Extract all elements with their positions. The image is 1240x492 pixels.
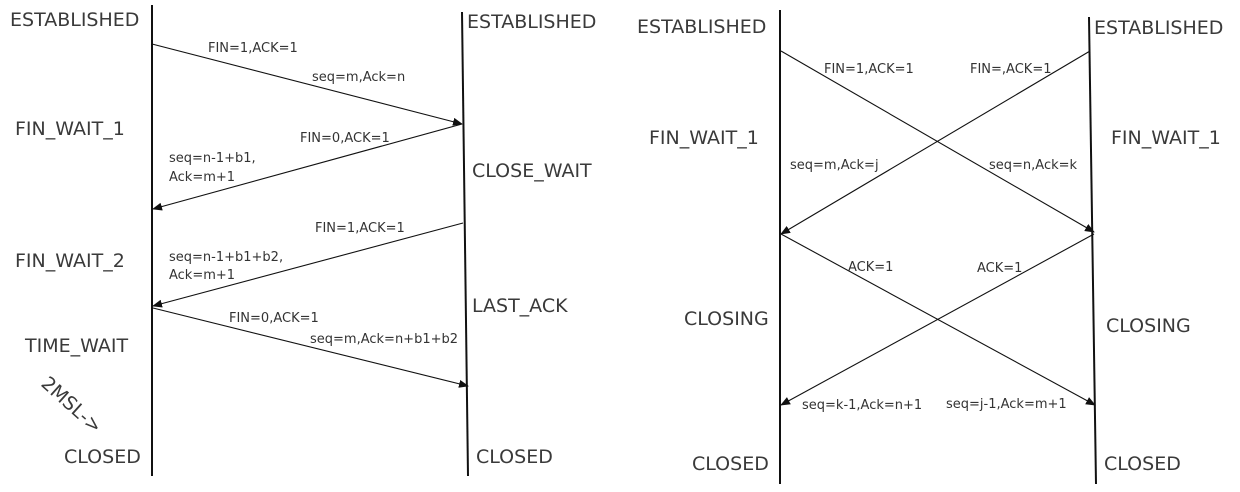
right-client-state-closed: CLOSED — [692, 453, 769, 475]
left-client-state-fin-wait-1: FIN_WAIT_1 — [15, 118, 125, 140]
right-server-state-closing: CLOSING — [1106, 315, 1191, 337]
right-client-state-fin-wait-1: FIN_WAIT_1 — [649, 127, 759, 149]
left-server-timeline — [461, 11, 469, 477]
left-m1-flags-label: FIN=1,ACK=1 — [208, 41, 298, 56]
right-ack-arrow-server-to-client — [780, 233, 1095, 406]
right-diagram: ESTABLISHED FIN_WAIT_1 CLOSING CLOSED ES… — [637, 10, 1223, 485]
left-m4-flags-label: FIN=0,ACK=1 — [229, 311, 319, 326]
left-m2-seq-label-line2: Ack=m+1 — [169, 170, 235, 185]
left-client-state-fin-wait-2: FIN_WAIT_2 — [15, 250, 125, 272]
left-client-state-closed: CLOSED — [64, 446, 141, 468]
right-client-state-closing: CLOSING — [684, 308, 769, 330]
right-server-state-fin-wait-1: FIN_WAIT_1 — [1111, 127, 1221, 149]
left-server-state-established: ESTABLISHED — [467, 11, 596, 33]
left-fin-arrow-client-to-server — [151, 43, 463, 126]
left-client-state-established: ESTABLISHED — [10, 9, 139, 31]
right-fin-a-seq-label: seq=n,Ack=k — [989, 158, 1078, 173]
left-m2-seq-label-line1: seq=n-1+b1, — [169, 151, 256, 166]
left-m3-seq-label-line2: Ack=m+1 — [169, 268, 235, 283]
left-m4-seq-label: seq=m,Ack=n+b1+b2 — [310, 332, 458, 347]
left-diagram: ESTABLISHED FIN_WAIT_1 FIN_WAIT_2 TIME_W… — [10, 5, 596, 477]
right-fin-b-flags-label: FIN=,ACK=1 — [970, 62, 1052, 77]
left-server-state-last-ack: LAST_ACK — [472, 295, 568, 317]
right-server-timeline — [1088, 16, 1097, 485]
right-ack-b-seq-label: seq=k-1,Ack=n+1 — [802, 398, 922, 413]
right-server-state-established: ESTABLISHED — [1094, 17, 1223, 39]
left-ack-arrow-server-to-client — [152, 123, 463, 211]
right-server-state-closed: CLOSED — [1104, 453, 1181, 475]
left-client-timer-label: 2MSL-> — [37, 372, 106, 438]
left-m3-flags-label: FIN=1,ACK=1 — [315, 221, 405, 236]
right-fin-a-flags-label: FIN=1,ACK=1 — [824, 62, 914, 77]
right-ack-a-flags-label: ACK=1 — [848, 260, 893, 275]
right-ack-b-flags-label: ACK=1 — [977, 261, 1022, 276]
left-server-state-closed: CLOSED — [476, 446, 553, 468]
left-server-state-close-wait: CLOSE_WAIT — [472, 160, 592, 182]
right-ack-a-seq-label: seq=j-1,Ack=m+1 — [946, 397, 1067, 412]
right-fin-arrow-server-to-client — [780, 50, 1091, 235]
left-m1-seq-label: seq=m,Ack=n — [312, 70, 405, 85]
left-m2-flags-label: FIN=0,ACK=1 — [300, 131, 390, 146]
right-fin-b-seq-label: seq=m,Ack=j — [790, 158, 879, 173]
left-fin-arrow-server-to-client — [152, 222, 464, 308]
left-client-state-time-wait: TIME_WAIT — [24, 335, 128, 357]
left-m3-seq-label-line1: seq=n-1+b1+b2, — [169, 250, 283, 265]
right-client-state-established: ESTABLISHED — [637, 16, 766, 38]
left-ack-arrow-client-to-server — [152, 307, 469, 388]
